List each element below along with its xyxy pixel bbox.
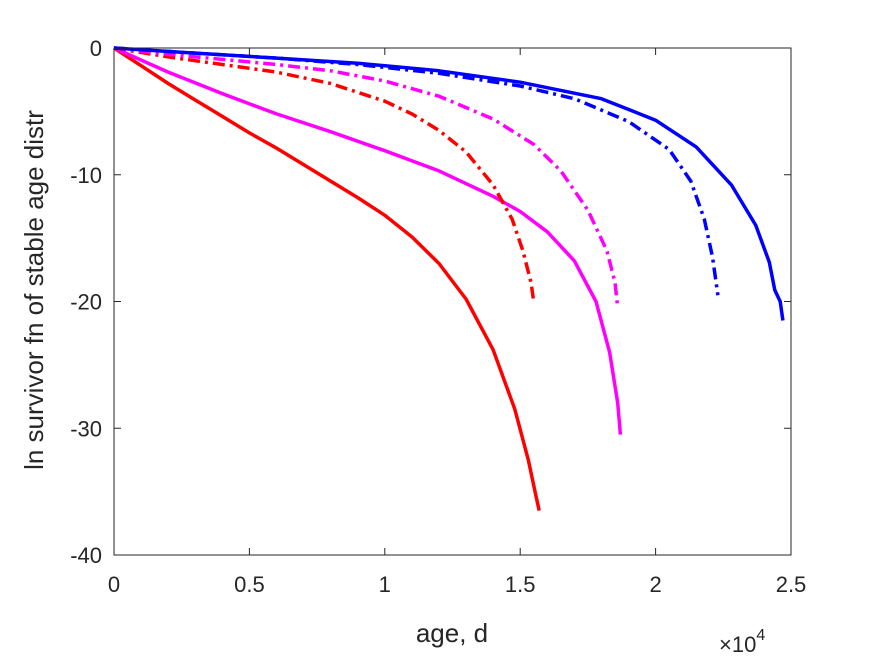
- x-exponent-base: ×10: [719, 632, 756, 656]
- series-line-4: [113, 46, 620, 308]
- y-tick-label: -40: [70, 543, 102, 568]
- y-tick-label: -20: [70, 290, 102, 315]
- series-line-1: [113, 46, 541, 511]
- x-exponent-power: 4: [756, 627, 765, 644]
- plot-area: [114, 48, 791, 555]
- x-tick-label: 0.5: [234, 572, 265, 597]
- y-axis-label: ln survivor fn of stable age distr: [19, 110, 49, 470]
- x-exponent-label: ×104: [719, 627, 765, 656]
- y-tick-label: -30: [70, 416, 102, 441]
- x-tick-label: 2.5: [776, 572, 807, 597]
- series-line-6: [113, 46, 785, 321]
- y-tick-label: 0: [90, 36, 102, 61]
- y-tick-label: -10: [70, 163, 102, 188]
- x-tick-label: 0: [108, 572, 120, 597]
- x-tick-label: 1: [379, 572, 391, 597]
- x-tick-label: 1.5: [505, 572, 536, 597]
- x-axis-label: age, d: [416, 618, 488, 648]
- series-line-2: [113, 46, 623, 435]
- series-group: [113, 46, 785, 511]
- series-line-5: [113, 46, 720, 296]
- ticks-group: 0 0.5 1 1.5 2 2.5 0 -10 -20 -30 -40: [70, 36, 806, 597]
- series-line-3: [113, 46, 536, 302]
- x-tick-label: 2: [649, 572, 661, 597]
